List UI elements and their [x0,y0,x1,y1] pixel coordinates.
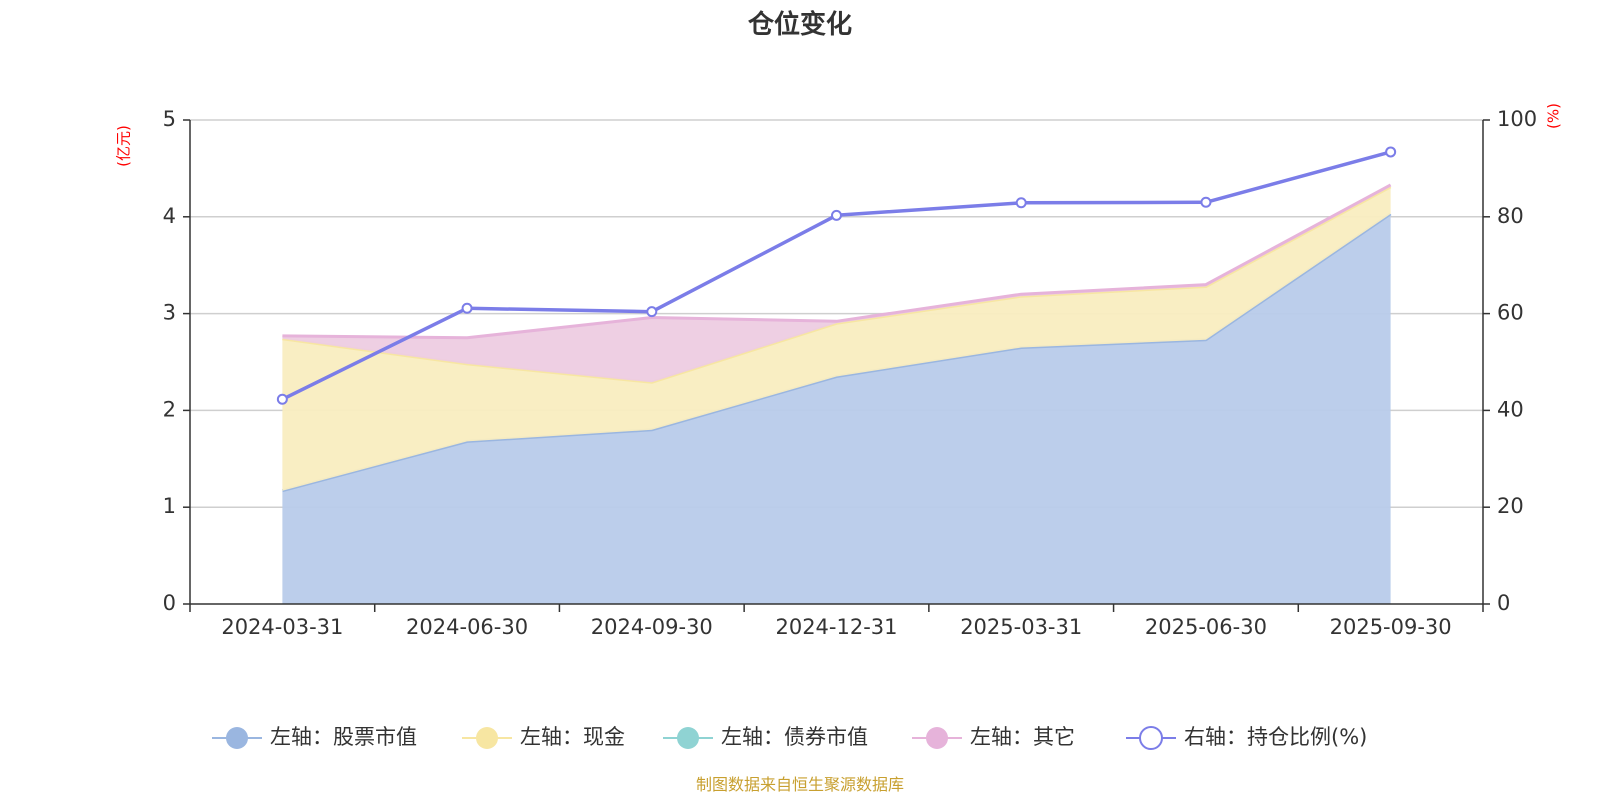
holding-ratio-line [276,146,1397,405]
area-fill-1 [282,186,1391,491]
x-tick-label: 2025-09-30 [1330,615,1452,639]
left-tick-label: 2 [163,397,176,421]
ratio-point [831,209,842,221]
legend-item: 左轴：股票市值 [212,725,417,749]
right-tick-label: 0 [1497,591,1510,615]
right-tick-label: 40 [1497,397,1524,421]
area-fill-0 [282,213,1391,604]
right-tick-label: 20 [1497,494,1524,518]
chart-title: 仓位变化 [747,9,852,40]
legend-item: 左轴：现金 [462,725,625,749]
left-tick-label: 5 [163,107,176,131]
x-tick-label: 2024-03-31 [221,615,343,639]
legend-label: 左轴：现金 [520,725,625,749]
legend-item: 左轴：债券市值 [663,725,868,749]
right-tick-label: 60 [1497,301,1524,325]
x-tick-label: 2025-06-30 [1145,615,1267,639]
right-axis-unit: (%) [1545,103,1563,129]
right-tick-label: 80 [1497,204,1524,228]
legend-marker-icon [677,727,699,749]
left-tick-label: 4 [163,204,176,228]
stacked-areas [282,183,1392,604]
right-tick-label: 100 [1497,107,1537,131]
ratio-point [1015,197,1027,209]
ratio-point [1385,146,1397,158]
area-fill-3 [282,184,1391,383]
legend-marker-icon [926,727,948,749]
source-note: 制图数据来自恒生聚源数据库 [696,775,904,794]
legend-label: 右轴：持仓比例(%) [1184,725,1367,749]
legend-item: 右轴：持仓比例(%) [1126,725,1367,750]
x-tick-label: 2024-12-31 [775,615,897,639]
axes: 0 1 2 3 4 5 0 20 40 60 80 100 2024-03-31 2024-06-30 20… [163,107,1537,639]
ratio-point [646,306,658,318]
legend-marker-icon [1139,726,1163,750]
legend-label: 左轴：其它 [970,725,1075,749]
ratio-point [276,393,288,405]
legend: 左轴：股票市值 左轴：现金 左轴：债券市值 左轴：其它 右轴：持仓比例(%) [212,725,1367,750]
left-tick-label: 1 [163,494,176,518]
legend-marker-icon [226,727,248,749]
left-axis-unit: (亿元) [115,125,133,167]
area-edge-3 [282,183,1392,340]
x-tick-label: 2024-06-30 [406,615,528,639]
x-tick-label: 2024-09-30 [591,615,713,639]
ratio-point [461,302,473,314]
legend-label: 左轴：债券市值 [721,725,868,749]
legend-marker-icon [476,727,498,749]
x-tick-label: 2025-03-31 [960,615,1082,639]
left-tick-label: 0 [163,591,176,615]
ratio-point [1200,196,1212,208]
left-tick-label: 3 [163,301,176,325]
legend-item: 左轴：其它 [912,725,1075,749]
legend-label: 左轴：股票市值 [270,725,417,749]
